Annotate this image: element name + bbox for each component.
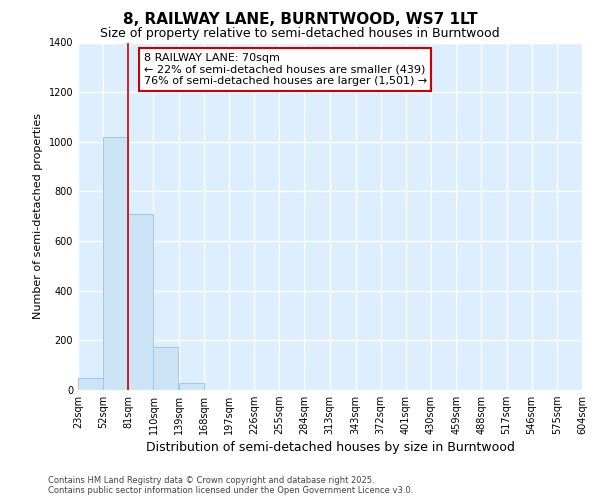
Bar bbox=[154, 346, 178, 390]
Bar bbox=[103, 137, 128, 390]
X-axis label: Distribution of semi-detached houses by size in Burntwood: Distribution of semi-detached houses by … bbox=[146, 442, 514, 454]
Text: 8, RAILWAY LANE, BURNTWOOD, WS7 1LT: 8, RAILWAY LANE, BURNTWOOD, WS7 1LT bbox=[122, 12, 478, 28]
Bar bbox=[128, 214, 153, 390]
Bar bbox=[78, 378, 103, 390]
Bar bbox=[179, 382, 203, 390]
Text: Size of property relative to semi-detached houses in Burntwood: Size of property relative to semi-detach… bbox=[100, 28, 500, 40]
Text: 8 RAILWAY LANE: 70sqm
← 22% of semi-detached houses are smaller (439)
76% of sem: 8 RAILWAY LANE: 70sqm ← 22% of semi-deta… bbox=[143, 53, 427, 86]
Y-axis label: Number of semi-detached properties: Number of semi-detached properties bbox=[33, 114, 43, 320]
Text: Contains HM Land Registry data © Crown copyright and database right 2025.
Contai: Contains HM Land Registry data © Crown c… bbox=[48, 476, 413, 495]
